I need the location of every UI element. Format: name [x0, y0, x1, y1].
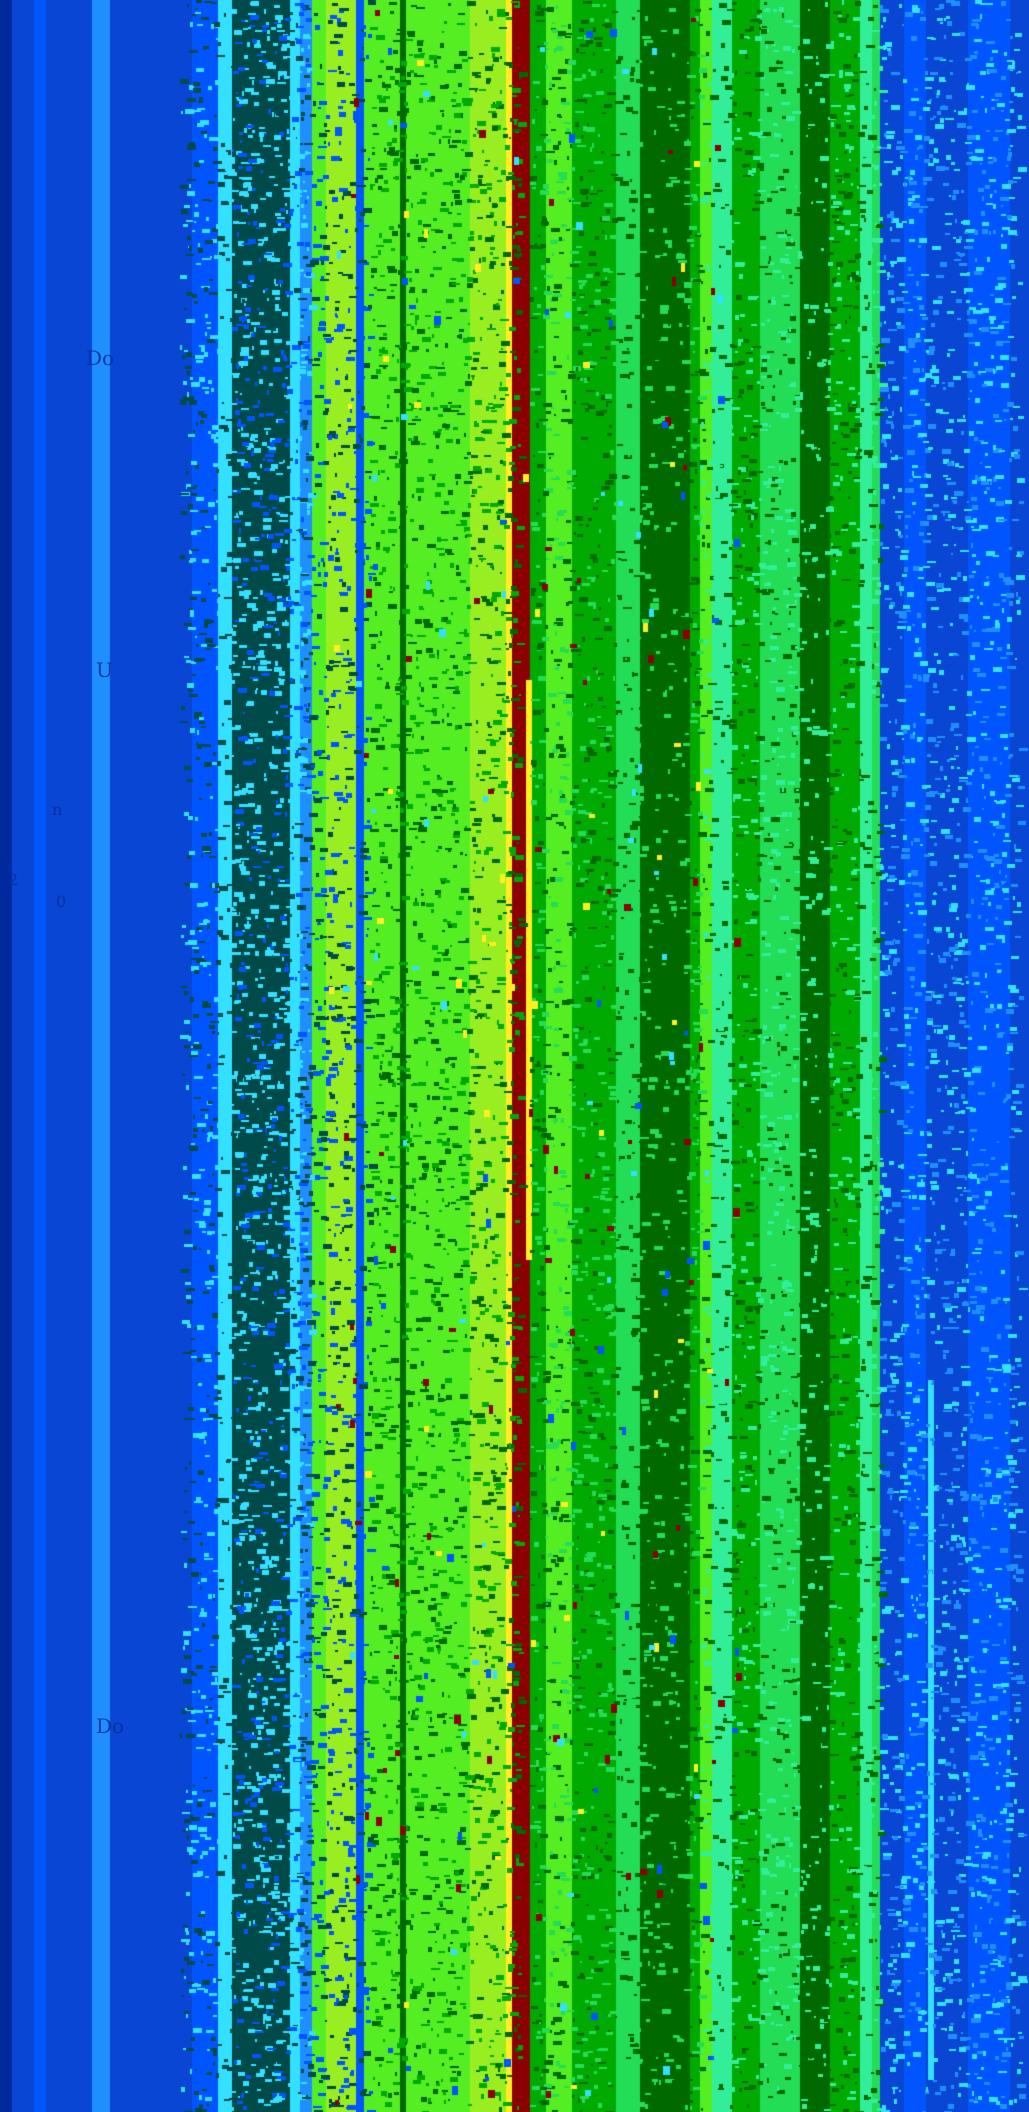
text-fragment: n — [52, 800, 63, 819]
text-fragment: Do — [96, 1714, 125, 1738]
text-fragment: Do — [86, 346, 115, 370]
text-fragment: U — [96, 658, 113, 682]
text-fragment: 2 — [8, 870, 19, 889]
text-fragment: 0 — [56, 892, 67, 911]
